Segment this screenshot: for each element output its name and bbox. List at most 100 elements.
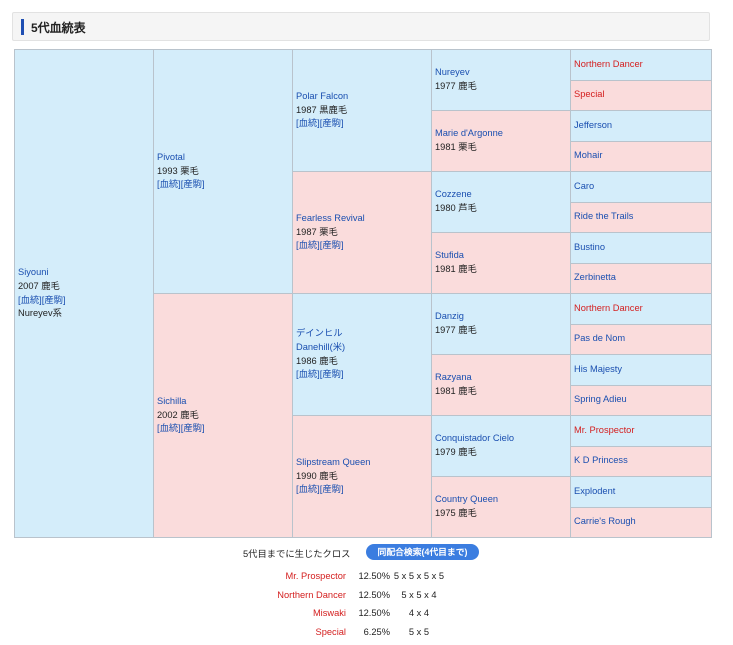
section-title: 5代血統表 (31, 21, 86, 35)
horse-links: [血統][産駒] (296, 117, 428, 131)
horse-name[interactable]: Mohair (574, 150, 603, 161)
horse-name[interactable]: Northern Dancer (574, 302, 643, 313)
horse-info: 1981 鹿毛 (435, 386, 477, 396)
cross-pattern: 5 x 5 x 4 (401, 589, 437, 600)
horse-cell: Spring Adieu (570, 384, 712, 416)
section-header: 5代血統表 (12, 12, 710, 41)
horse-cell: Bustino (570, 232, 712, 264)
cross-horse[interactable]: Miswaki (312, 608, 346, 618)
cross-pattern: 5 x 5 (408, 626, 430, 637)
horse-cell: Pivotal 1993 栗毛 [血統][産駒] (153, 49, 293, 294)
search-button[interactable]: 同配合検索(4代目まで) (366, 544, 479, 560)
horse-name[interactable]: Conquistador Cielo (435, 433, 515, 444)
horse-cell: Fearless Revival 1987 栗毛 [血統][産駒] (292, 171, 432, 294)
cross-pattern: 5 x 5 x 5 x 5 (393, 571, 445, 581)
link[interactable]: [血統] (296, 240, 320, 251)
horse-name[interactable]: Cozzene (435, 189, 472, 200)
horse-cell: Country Queen 1975 鹿毛 (431, 476, 571, 538)
link[interactable]: [産駒] (180, 179, 205, 190)
horse-name[interactable]: K D Princess (574, 455, 628, 466)
horse-cell: Sichilla 2002 鹿毛 [血統][産駒] (153, 293, 293, 538)
link[interactable]: [産駒] (319, 369, 344, 380)
horse-cell: Danzig 1977 鹿毛 (431, 293, 571, 355)
horse-name[interactable]: Danzig (435, 311, 464, 322)
horse-name[interactable]: Carrie's Rough (574, 516, 636, 527)
cross-percent: 12.50% (358, 589, 390, 600)
horse-info: 1990 鹿毛 (296, 470, 338, 481)
link[interactable]: [血統] (296, 118, 320, 129)
horse-cell: Stufida 1981 鹿毛 (431, 232, 571, 294)
horse-note: Nureyev系 (18, 308, 62, 319)
horse-info: 1993 栗毛 (157, 165, 199, 176)
horse-cell: Zerbinetta (570, 262, 712, 294)
horse-name[interactable]: Pas de Nom (574, 333, 626, 344)
horse-name[interactable]: Zerbinetta (574, 272, 616, 283)
horse-cell: Cozzene 1980 芦毛 (431, 171, 571, 233)
horse-name[interactable]: Northern Dancer (574, 58, 643, 69)
horse-name[interactable]: Jefferson (574, 119, 613, 130)
horse-name[interactable]: Special (574, 89, 605, 100)
horse-name[interactable]: Ride the Trails (574, 211, 634, 222)
horse-cell: Polar Falcon 1987 黒鹿毛 [血統][産駒] (292, 49, 432, 172)
horse-info: 1981 栗毛 (435, 142, 477, 152)
cross-horse[interactable]: Northern Dancer (277, 589, 346, 600)
horse-name[interactable]: Fearless Revival (296, 213, 365, 224)
horse-name[interactable]: Country Queen (435, 494, 499, 505)
cross-horse[interactable]: Mr. Prospector (285, 571, 346, 581)
horse-cell: Jefferson (570, 110, 712, 142)
horse-info: 1977 鹿毛 (435, 81, 477, 91)
link[interactable]: [産駒] (319, 118, 344, 129)
horse-links: [血統][産駒] (296, 239, 428, 253)
link[interactable]: [血統] (157, 423, 181, 434)
horse-name[interactable]: Polar Falcon (296, 91, 349, 102)
horse-cell: Nureyev 1977 鹿毛 (431, 49, 571, 111)
horse-name[interactable]: Pivotal (157, 152, 185, 163)
horse-name[interactable]: Spring Adieu (574, 394, 627, 405)
link[interactable]: [血統] (296, 369, 320, 380)
horse-links: [血統][産駒] (157, 422, 289, 436)
horse-info: 1981 鹿毛 (435, 264, 477, 274)
horse-name[interactable]: Caro (574, 180, 595, 191)
horse-info: 1986 鹿毛 (296, 355, 338, 366)
horse-cell: Conquistador Cielo 1979 鹿毛 (431, 415, 571, 477)
horse-name[interactable]: Slipstream Queen (296, 457, 371, 468)
horse-cell: Carrie's Rough (570, 506, 712, 538)
link[interactable]: [産駒] (41, 294, 66, 305)
horse-name[interactable]: Marie d'Argonne (435, 128, 503, 139)
horse-name[interactable]: Mr. Prospector (574, 424, 635, 435)
cross-pattern: 4 x 4 (408, 608, 430, 618)
horse-cell: Caro (570, 171, 712, 203)
horse-cell: Slipstream Queen 1990 鹿毛 [血統][産駒] (292, 415, 432, 538)
horse-name[interactable]: Nureyev (435, 67, 470, 78)
horse-links: [血統][産駒] (296, 368, 428, 382)
link[interactable]: [血統] (18, 294, 42, 305)
header-accent (21, 19, 24, 35)
pedigree-table: Siyouni 2007 鹿毛 [血統][産駒] Nureyev系 Pivotal 199… (14, 49, 712, 538)
link[interactable]: [産駒] (180, 423, 205, 434)
horse-cell: Special (570, 79, 712, 111)
horse-cell: His Majesty (570, 354, 712, 386)
horse-name[interactable]: Explodent (574, 485, 616, 496)
cross-percent: 6.25% (363, 626, 390, 637)
link[interactable]: [産駒] (319, 484, 344, 495)
horse-name[interactable]: Bustino (574, 241, 606, 252)
horse-name[interactable]: Stufida (435, 250, 464, 261)
cross-horse[interactable]: Special (315, 626, 347, 637)
horse-info: 1987 栗毛 (296, 226, 338, 237)
link[interactable]: [血統] (296, 484, 320, 495)
horse-name[interactable]: Siyouni (18, 267, 49, 278)
link[interactable]: [産駒] (319, 240, 344, 251)
horse-info: 1977 鹿毛 (435, 325, 477, 335)
horse-name[interactable]: Danehill(米) (296, 341, 346, 352)
horse-cell: デインヒル Danehill(米) 1986 鹿毛 [血統][産駒] (292, 293, 432, 416)
horse-name[interactable]: Razyana (435, 372, 472, 383)
horse-name[interactable]: Sichilla (157, 396, 187, 407)
horse-name[interactable]: His Majesty (574, 363, 623, 374)
horse-info: 2002 鹿毛 (157, 409, 199, 420)
link[interactable]: [血統] (157, 179, 181, 190)
horse-info: 1979 鹿毛 (435, 447, 477, 457)
horse-links: [血統][産駒] (157, 178, 289, 192)
horse-cell: Mr. Prospector (570, 415, 712, 447)
horse-jp-name[interactable]: デインヒル (296, 328, 343, 339)
